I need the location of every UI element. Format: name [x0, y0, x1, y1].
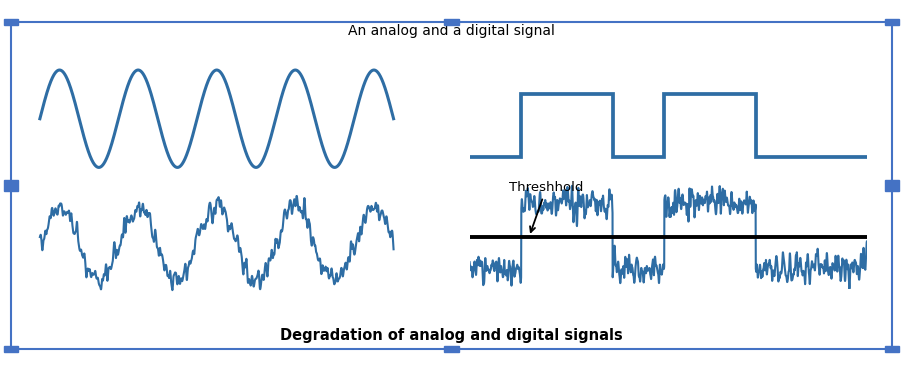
Text: Degradation of analog and digital signals: Degradation of analog and digital signal… — [280, 328, 622, 343]
Text: An analog and a digital signal: An analog and a digital signal — [347, 24, 555, 38]
Text: Threshhold: Threshhold — [509, 181, 583, 232]
